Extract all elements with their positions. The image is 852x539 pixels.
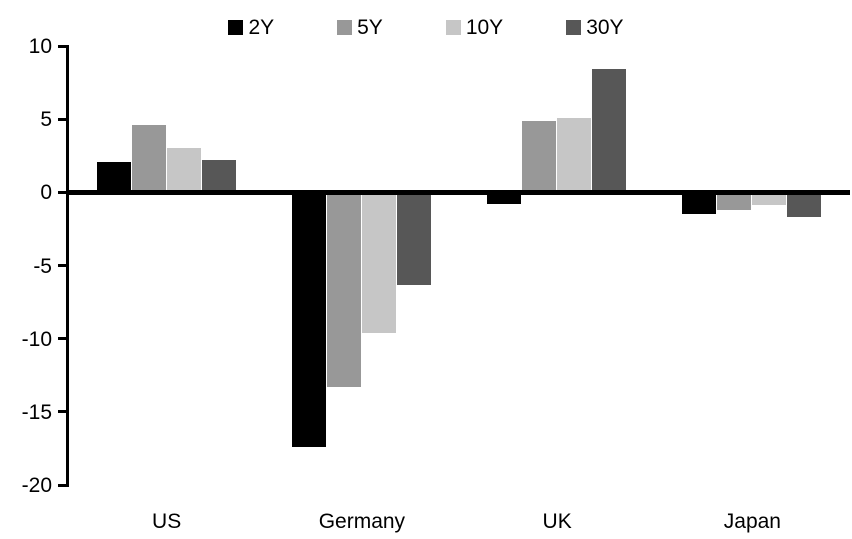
bar-us-2y — [96, 161, 131, 193]
y-axis-tick-label: 10 — [28, 35, 52, 58]
legend-swatch-10y-icon — [445, 19, 461, 35]
x-axis-label-us: US — [152, 510, 182, 533]
x-axis-label-japan: Japan — [723, 510, 781, 533]
bar-japan-30y — [787, 192, 822, 218]
legend-item-5y: 5Y — [337, 17, 383, 38]
bar-japan-2y — [682, 192, 717, 215]
legend-swatch-2y-icon — [228, 19, 244, 35]
legend-swatch-5y-icon — [337, 19, 353, 35]
y-axis-line — [66, 45, 69, 487]
bar-uk-5y — [522, 120, 557, 193]
legend-swatch-30y-icon — [566, 19, 582, 35]
legend-label-30y: 30Y — [586, 15, 624, 39]
x-axis-label-germany: Germany — [318, 510, 406, 533]
zero-baseline — [66, 189, 850, 195]
x-axis-label-uk: UK — [542, 510, 572, 533]
y-axis-tick-label: 5 — [40, 108, 52, 132]
y-axis-tick-label: -20 — [21, 474, 52, 497]
y-axis-tick — [58, 410, 69, 414]
y-axis-tick-label: -15 — [21, 400, 52, 424]
bar-japan-10y — [752, 192, 787, 206]
legend-label-10y: 10Y — [465, 15, 504, 39]
bar-us-5y — [131, 125, 166, 193]
bar-japan-5y — [717, 192, 752, 210]
y-axis-tick — [58, 44, 69, 48]
y-axis-tick — [58, 337, 69, 341]
bar-us-30y — [201, 160, 236, 193]
y-axis-tick-label: -5 — [33, 254, 52, 278]
legend-item-30y: 30Y — [566, 15, 624, 39]
y-axis-tick-label: -10 — [21, 327, 52, 351]
bar-germany-5y — [326, 192, 361, 387]
bar-germany-2y — [291, 192, 326, 447]
bar-germany-30y — [396, 192, 431, 285]
y-axis-tick — [58, 117, 69, 121]
y-axis-tick — [58, 190, 69, 194]
y-axis-tick — [58, 264, 69, 267]
y-axis-tick — [58, 483, 69, 487]
chart-legend: 2Y 5Y 10Y 30Y — [0, 12, 852, 42]
bar-uk-30y — [592, 69, 627, 193]
legend-label-5y: 5Y — [357, 15, 383, 39]
y-axis-tick-label: 0 — [40, 181, 52, 205]
bar-us-10y — [166, 148, 201, 193]
bar-germany-10y — [361, 192, 396, 333]
bar-uk-2y — [487, 192, 522, 205]
legend-item-10y: 10Y — [445, 15, 504, 39]
legend-label-2y: 2Y — [248, 15, 275, 39]
legend-item-2y: 2Y — [228, 17, 274, 38]
bar-uk-10y — [557, 117, 592, 193]
